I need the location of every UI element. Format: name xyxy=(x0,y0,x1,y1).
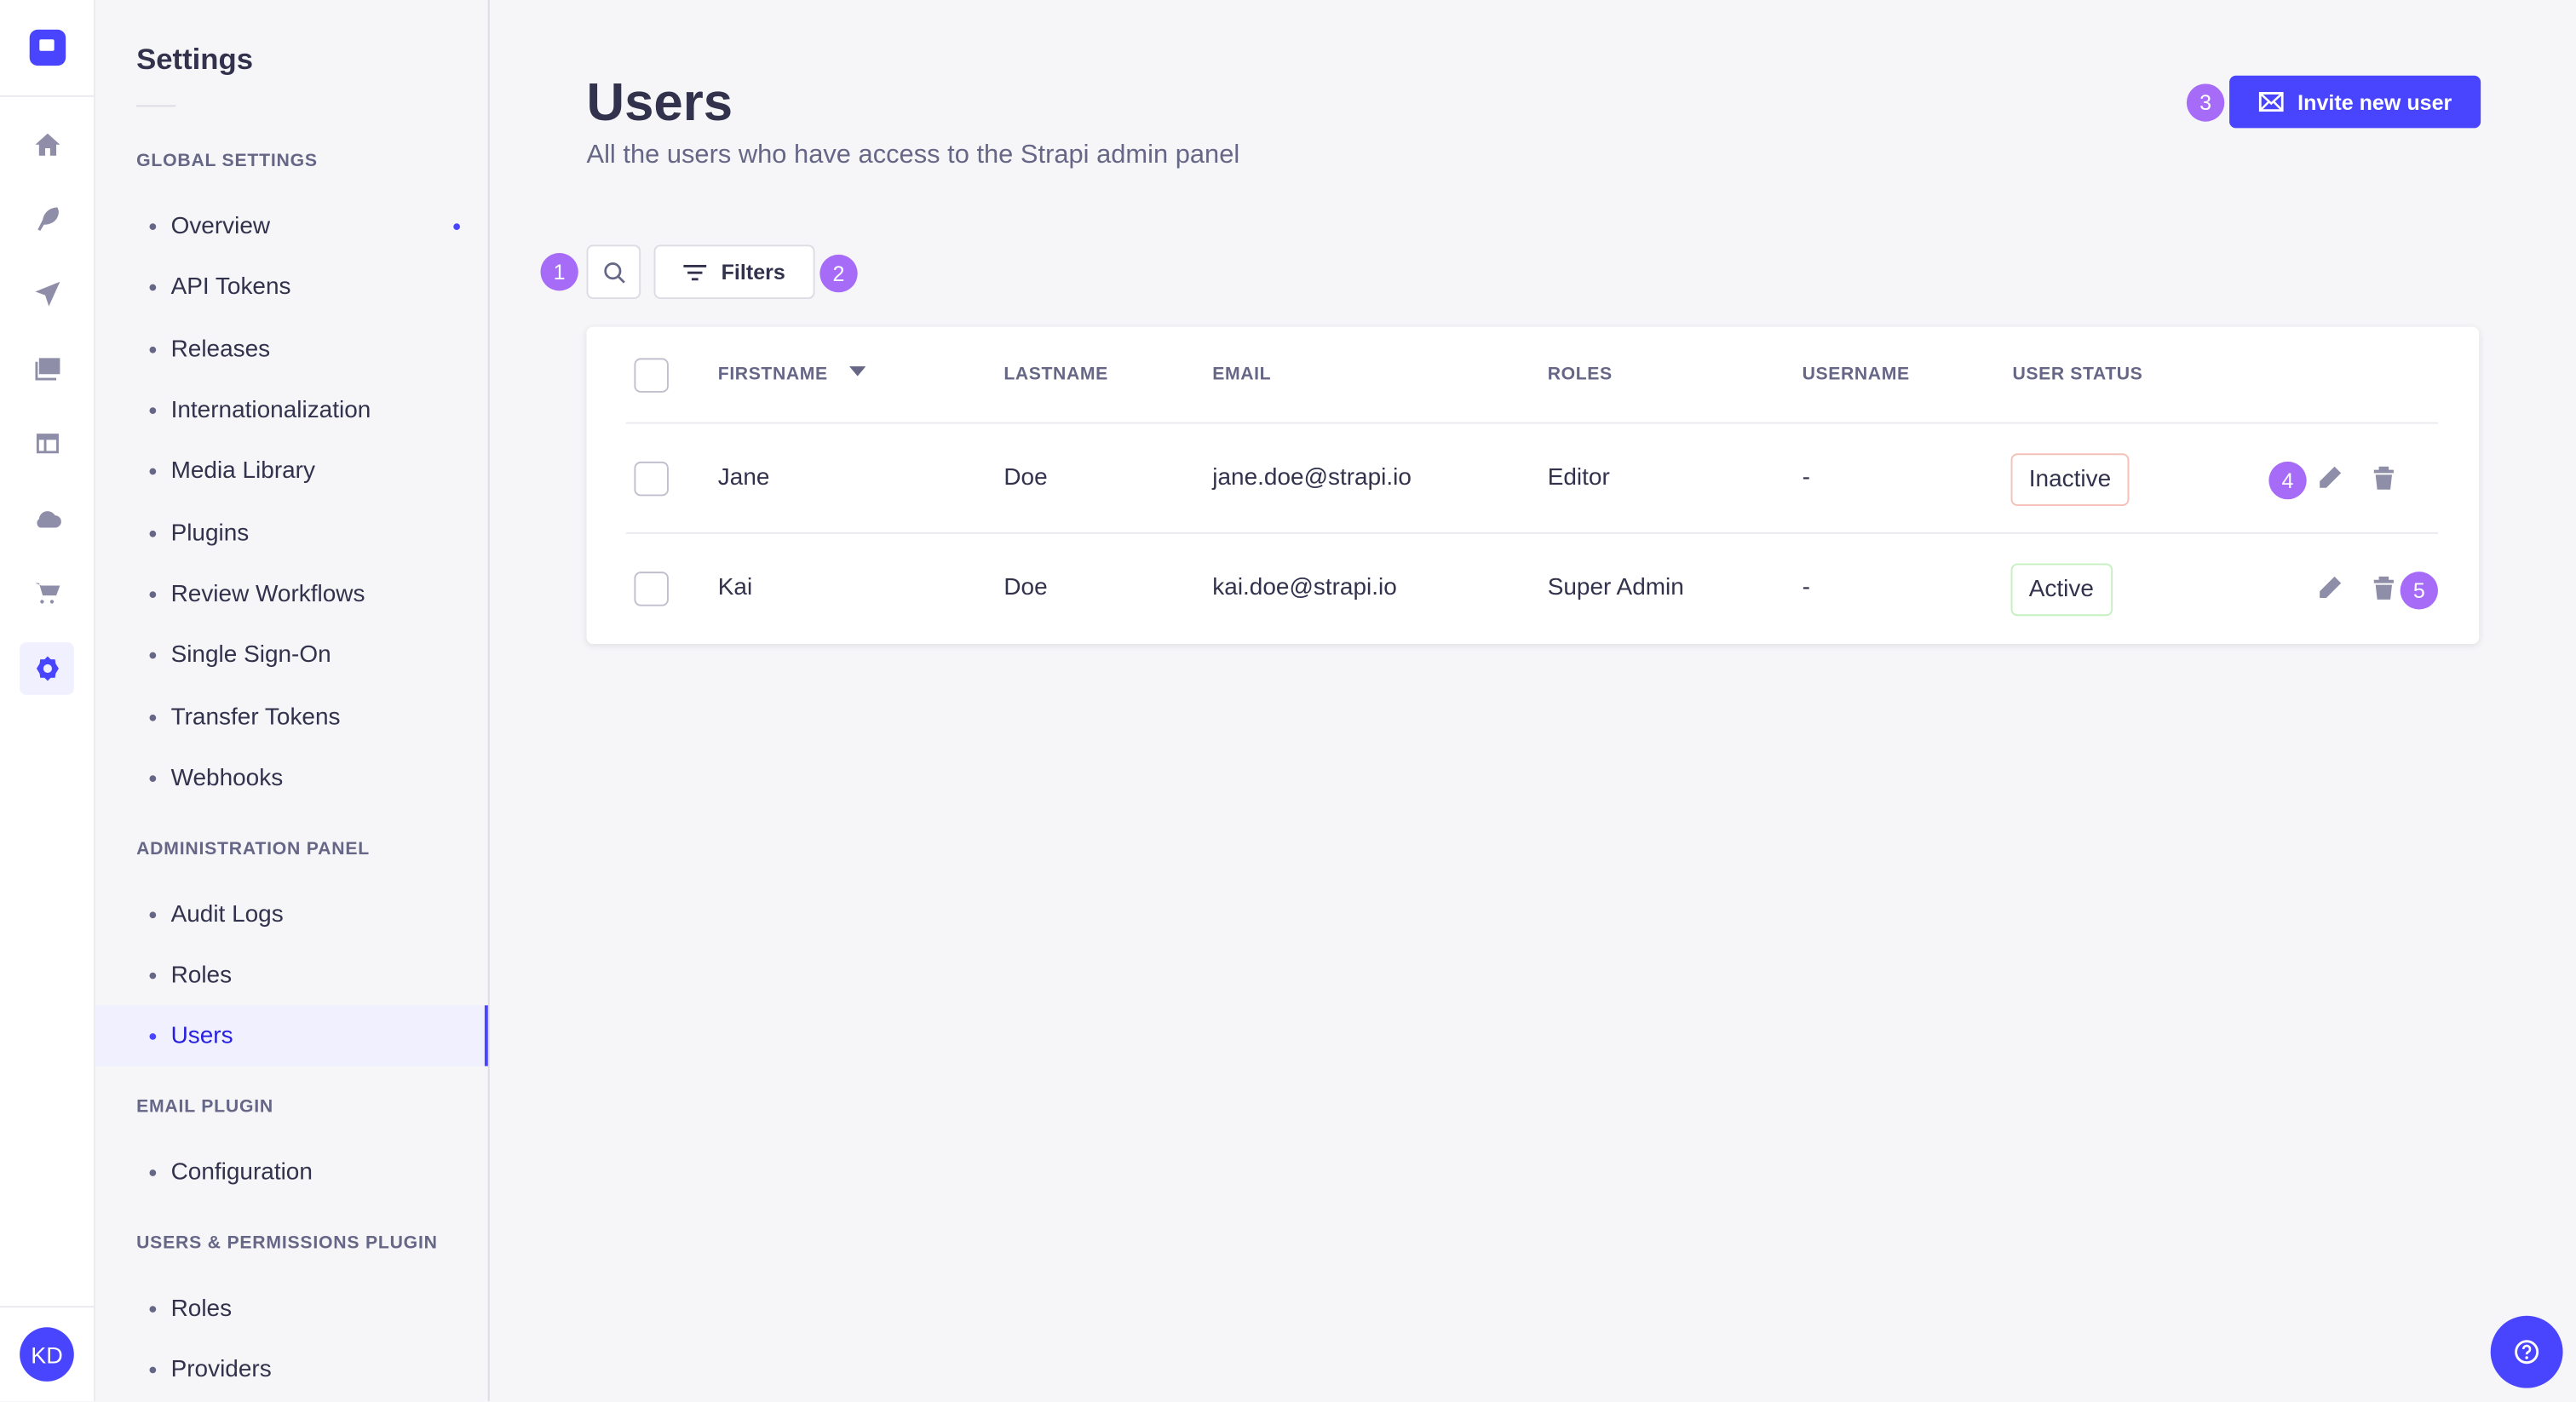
sidebar-item-up-roles[interactable]: Roles xyxy=(95,1278,488,1338)
users-table: FIRSTNAME LASTNAME EMAIL ROLES USERNAME … xyxy=(586,326,2480,644)
annotation-badge: 4 xyxy=(2268,461,2307,500)
column-lastname[interactable]: LASTNAME xyxy=(1003,365,1108,385)
strapi-logo[interactable] xyxy=(29,29,66,66)
invite-label: Invite new user xyxy=(2297,89,2452,115)
trash-icon[interactable] xyxy=(2371,575,2397,601)
avatar[interactable]: KD xyxy=(20,1327,74,1382)
annotation-badge: 5 xyxy=(2400,572,2438,610)
filter-icon xyxy=(683,264,707,280)
cell-username: - xyxy=(1802,464,1810,491)
divider xyxy=(0,1306,94,1308)
sidebar-item-providers[interactable]: Providers xyxy=(95,1339,488,1399)
search-icon xyxy=(603,261,624,283)
divider xyxy=(625,422,2438,424)
new-indicator xyxy=(453,223,460,230)
sidebar-item-webhooks[interactable]: Webhooks xyxy=(95,747,488,807)
sidebar-item-sso[interactable]: Single Sign-On xyxy=(95,624,488,685)
gear-icon[interactable] xyxy=(20,642,74,695)
sidebar-item-api-tokens[interactable]: API Tokens xyxy=(95,256,488,317)
sidebar-item-users[interactable]: Users xyxy=(95,1005,488,1066)
cell-roles: Editor xyxy=(1547,464,1610,491)
divider xyxy=(0,95,94,97)
help-button[interactable] xyxy=(2490,1315,2563,1388)
sidebar-item-audit-logs[interactable]: Audit Logs xyxy=(95,884,488,945)
annotation-badge: 2 xyxy=(819,254,858,293)
sidebar-item-transfer-tokens[interactable]: Transfer Tokens xyxy=(95,687,488,747)
sidebar-item-releases[interactable]: Releases xyxy=(95,319,488,379)
page-subtitle: All the users who have access to the Str… xyxy=(586,141,1240,170)
sidebar-item-configuration[interactable]: Configuration xyxy=(95,1141,488,1202)
status-badge: Active xyxy=(2010,563,2113,617)
sidebar-item-overview[interactable]: Overview xyxy=(95,195,488,256)
trash-icon[interactable] xyxy=(2371,465,2397,491)
sidebar-title: Settings xyxy=(136,43,254,76)
sidebar-item-media-library[interactable]: Media Library xyxy=(95,440,488,501)
main-nav: KD xyxy=(0,0,95,1402)
cell-roles: Super Admin xyxy=(1547,574,1684,601)
column-firstname[interactable]: FIRSTNAME xyxy=(718,365,866,384)
section-global-settings: GLOBAL SETTINGS xyxy=(136,151,318,171)
sidebar-item-plugins[interactable]: Plugins xyxy=(95,503,488,563)
annotation-badge: 1 xyxy=(540,252,578,291)
sidebar-item-roles[interactable]: Roles xyxy=(95,945,488,1005)
filters-button[interactable]: Filters xyxy=(653,244,815,299)
search-button[interactable] xyxy=(586,244,641,299)
section-administration-panel: ADMINISTRATION PANEL xyxy=(136,839,370,859)
cart-icon[interactable] xyxy=(20,566,74,619)
home-icon[interactable] xyxy=(20,118,74,171)
feather-icon[interactable] xyxy=(20,192,74,245)
column-user-status: USER STATUS xyxy=(2012,365,2143,385)
images-icon[interactable] xyxy=(20,342,74,394)
page-title: Users xyxy=(586,72,733,132)
filters-label: Filters xyxy=(721,259,785,284)
section-users-permissions: USERS & PERMISSIONS PLUGIN xyxy=(136,1233,438,1254)
envelope-icon xyxy=(2257,91,2283,112)
cell-email: jane.doe@strapi.io xyxy=(1212,464,1412,491)
sidebar-item-internationalization[interactable]: Internationalization xyxy=(95,379,488,440)
column-roles: ROLES xyxy=(1547,365,1613,385)
column-email[interactable]: EMAIL xyxy=(1212,365,1272,385)
cloud-icon[interactable] xyxy=(20,493,74,546)
row-checkbox[interactable] xyxy=(634,572,669,606)
edit-pencil-icon[interactable] xyxy=(2316,575,2343,601)
row-checkbox[interactable] xyxy=(634,461,669,497)
invite-new-user-button[interactable]: Invite new user xyxy=(2229,75,2481,129)
status-badge: Inactive xyxy=(2010,453,2130,506)
layout-icon[interactable] xyxy=(20,417,74,470)
cell-firstname: Jane xyxy=(717,464,770,491)
sidebar-item-label: Overview xyxy=(170,212,271,239)
cell-firstname: Kai xyxy=(717,574,753,601)
section-email-plugin: EMAIL PLUGIN xyxy=(136,1097,273,1118)
cell-lastname: Doe xyxy=(1003,464,1048,491)
cell-email: kai.doe@strapi.io xyxy=(1212,574,1397,601)
cell-lastname: Doe xyxy=(1003,574,1048,601)
cell-username: - xyxy=(1802,574,1810,601)
annotation-badge: 3 xyxy=(2186,83,2225,122)
column-username[interactable]: USERNAME xyxy=(1802,365,1910,385)
paper-plane-icon[interactable] xyxy=(20,267,74,320)
sort-caret-down-icon xyxy=(849,366,866,384)
divider xyxy=(625,531,2438,534)
divider xyxy=(136,105,176,107)
sidebar-item-review-workflows[interactable]: Review Workflows xyxy=(95,563,488,623)
edit-pencil-icon[interactable] xyxy=(2316,465,2343,491)
select-all-checkbox[interactable] xyxy=(634,358,669,393)
settings-sidebar: Settings GLOBAL SETTINGS Overview API To… xyxy=(95,0,490,1402)
question-icon xyxy=(2515,1340,2539,1365)
